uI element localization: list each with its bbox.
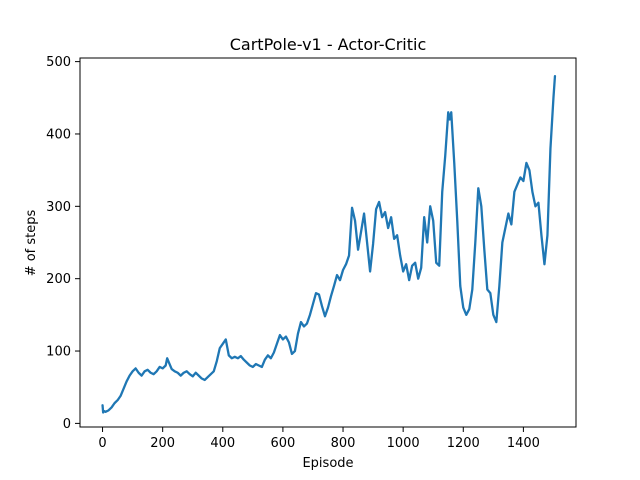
x-tick-label: 200 (150, 436, 175, 451)
y-tick-label: 200 (46, 272, 71, 287)
x-tick-label: 400 (210, 436, 235, 451)
y-tick-label: 100 (46, 345, 71, 360)
x-tick-label: 600 (270, 436, 295, 451)
plot-frame (79, 57, 577, 428)
x-tick-label: 0 (98, 436, 106, 451)
axis-ticks: 0 200 400 600 800 1000 1200 1400 0 100 200 300 400 50… (46, 55, 540, 451)
y-tick-label: 500 (46, 55, 71, 70)
y-tick-label: 300 (46, 200, 71, 215)
plot-area (101, 74, 557, 414)
x-tick-label: 800 (331, 436, 356, 451)
x-tick-label: 1200 (447, 436, 480, 451)
series-line-0 (101, 74, 557, 414)
x-axis-label: Episode (302, 456, 353, 471)
y-tick-label: 400 (46, 127, 71, 142)
y-tick-label: 0 (63, 417, 71, 432)
chart-title: CartPole-v1 - Actor-Critic (230, 35, 426, 54)
x-tick-label: 1400 (507, 436, 540, 451)
y-axis-label: # of steps (24, 209, 39, 276)
x-tick-label: 1000 (387, 436, 420, 451)
